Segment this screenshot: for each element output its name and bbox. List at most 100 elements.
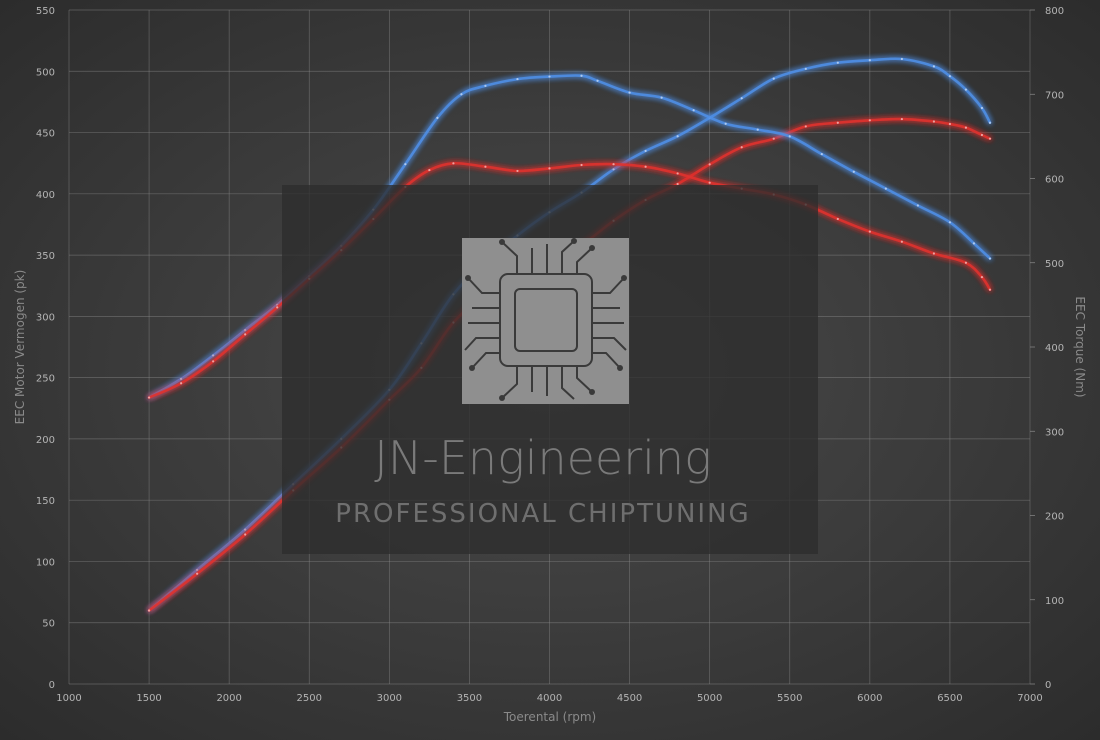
x-tick-label: 3500 bbox=[457, 693, 482, 704]
data-point bbox=[724, 122, 727, 125]
data-point bbox=[212, 360, 215, 363]
data-point bbox=[404, 163, 407, 166]
data-point bbox=[596, 79, 599, 82]
data-point bbox=[836, 121, 839, 124]
x-tick-label: 3000 bbox=[377, 693, 402, 704]
data-point bbox=[708, 163, 711, 166]
data-point bbox=[988, 137, 992, 140]
data-point bbox=[964, 261, 968, 264]
y-left-tick-labels: 0 50 100 150 200 250 300 350 400 450 500 550 bbox=[36, 6, 55, 691]
y-right-tick-label: 600 bbox=[1045, 175, 1064, 186]
data-point bbox=[868, 230, 871, 233]
x-tick-label: 5000 bbox=[697, 693, 722, 704]
y-right-tick-label: 200 bbox=[1045, 512, 1064, 523]
data-point bbox=[644, 165, 647, 168]
x-tick-label: 2000 bbox=[216, 693, 241, 704]
y-left-tick-label: 450 bbox=[36, 129, 55, 140]
data-point bbox=[580, 74, 583, 77]
y-left-tick-label: 150 bbox=[36, 496, 55, 507]
data-point bbox=[180, 377, 183, 381]
data-point bbox=[740, 146, 743, 149]
x-axis-title: Toerental (rpm) bbox=[503, 710, 596, 724]
data-point bbox=[244, 333, 247, 336]
y-left-tick-label: 50 bbox=[42, 619, 55, 630]
watermark-title: JN-Engineering bbox=[374, 431, 711, 485]
data-point bbox=[988, 121, 992, 124]
x-tick-label: 5500 bbox=[777, 693, 802, 704]
x-tick-label: 1500 bbox=[136, 693, 161, 704]
data-point bbox=[948, 122, 952, 126]
data-point bbox=[484, 84, 487, 87]
data-point bbox=[980, 133, 984, 137]
data-point bbox=[756, 128, 759, 131]
data-point bbox=[988, 257, 992, 260]
y-left-tick-label: 250 bbox=[36, 374, 55, 385]
x-tick-label: 6000 bbox=[857, 693, 882, 704]
data-point bbox=[836, 217, 839, 221]
data-point bbox=[628, 91, 631, 94]
data-point bbox=[644, 149, 647, 153]
data-point bbox=[147, 396, 151, 399]
data-point bbox=[676, 135, 679, 138]
data-point bbox=[948, 221, 952, 224]
y-left-tick-label: 500 bbox=[36, 67, 55, 78]
data-point bbox=[804, 125, 807, 128]
y-left-tick-label: 550 bbox=[36, 6, 55, 17]
data-point bbox=[868, 119, 871, 122]
data-point bbox=[676, 182, 679, 186]
y-right-tick-label: 700 bbox=[1045, 90, 1064, 101]
y-left-axis-title: EEC Motor Vermogen (pk) bbox=[13, 270, 27, 425]
data-point bbox=[932, 65, 936, 68]
y-right-tick-label: 500 bbox=[1045, 259, 1064, 270]
data-point bbox=[180, 382, 183, 385]
watermark-subtitle: PROFESSIONAL CHIPTUNING bbox=[335, 499, 750, 529]
data-point bbox=[900, 240, 903, 243]
data-point bbox=[244, 528, 247, 531]
data-point bbox=[988, 288, 992, 291]
data-point bbox=[900, 117, 903, 121]
data-point bbox=[916, 204, 919, 207]
data-point bbox=[436, 116, 439, 119]
watermark: JN-Engineering PROFESSIONAL CHIPTUNING bbox=[282, 185, 818, 554]
data-point bbox=[212, 354, 215, 357]
x-tick-label: 2500 bbox=[297, 693, 322, 704]
data-point bbox=[612, 168, 615, 171]
x-tick-labels: 1000 1500 2000 2500 3000 3500 4000 4500 5000 5500… bbox=[56, 693, 1042, 704]
chip-icon bbox=[462, 238, 629, 404]
data-point bbox=[804, 67, 807, 70]
y-left-tick-label: 200 bbox=[36, 435, 55, 446]
data-point bbox=[516, 169, 519, 173]
data-point bbox=[948, 75, 952, 78]
data-point bbox=[548, 167, 551, 170]
y-right-tick-label: 800 bbox=[1045, 6, 1064, 17]
data-point bbox=[612, 163, 615, 166]
data-point bbox=[740, 97, 743, 100]
data-point bbox=[852, 170, 855, 173]
x-tick-label: 4000 bbox=[537, 693, 562, 704]
y-left-tick-label: 0 bbox=[49, 680, 55, 691]
x-tick-label: 6500 bbox=[937, 693, 962, 704]
data-point bbox=[676, 172, 679, 175]
x-tick-label: 7000 bbox=[1017, 693, 1042, 704]
y-right-tick-label: 0 bbox=[1045, 680, 1051, 691]
data-point bbox=[868, 59, 871, 62]
data-point bbox=[884, 187, 887, 190]
data-point bbox=[452, 162, 455, 165]
y-left-tick-label: 300 bbox=[36, 312, 55, 323]
y-right-axis-title: EEC Torque (Nm) bbox=[1073, 296, 1087, 397]
data-point bbox=[460, 93, 463, 96]
data-point bbox=[820, 152, 823, 156]
data-point bbox=[660, 96, 663, 99]
data-point bbox=[484, 165, 487, 168]
y-right-tick-labels: 0 100 200 300 400 500 600 700 800 bbox=[1045, 6, 1064, 691]
data-point bbox=[548, 75, 551, 78]
x-tick-label: 4500 bbox=[617, 693, 642, 704]
data-point bbox=[836, 61, 839, 64]
data-point bbox=[692, 109, 695, 112]
data-point bbox=[788, 135, 791, 138]
data-point bbox=[580, 163, 583, 167]
data-point bbox=[900, 57, 903, 61]
x-tick-label: 1000 bbox=[56, 693, 81, 704]
y-left-tick-label: 400 bbox=[36, 190, 55, 201]
